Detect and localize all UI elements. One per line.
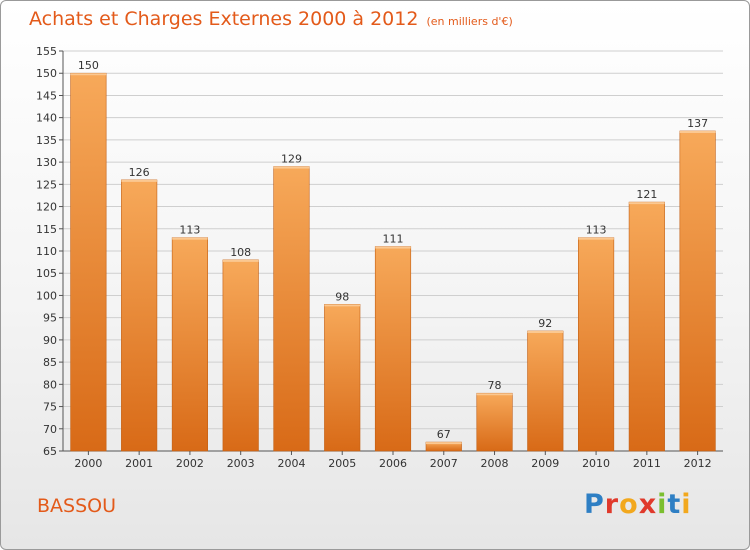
bar <box>476 392 513 452</box>
x-tick-label: 2010 <box>582 457 610 470</box>
bar-top-highlight <box>121 179 157 182</box>
x-tick-label: 2002 <box>176 457 204 470</box>
logo-letter: x <box>638 489 658 520</box>
y-tick-label: 140 <box>36 112 57 125</box>
x-tick-label: 2006 <box>379 457 407 470</box>
y-tick-label: 80 <box>43 378 57 391</box>
data-label: 78 <box>488 379 502 392</box>
bar-top-highlight <box>578 237 614 240</box>
data-label: 113 <box>179 224 200 237</box>
chart-subtitle: (en milliers d'€) <box>426 15 513 28</box>
x-tick-label: 2004 <box>277 457 305 470</box>
data-label: 67 <box>437 428 451 441</box>
y-tick-label: 95 <box>43 312 57 325</box>
bar <box>222 259 259 452</box>
y-tick-label: 85 <box>43 356 57 369</box>
data-label: 98 <box>335 290 349 303</box>
x-tick-label: 2012 <box>684 457 712 470</box>
logo-letter: P <box>584 489 605 520</box>
y-tick-label: 70 <box>43 423 57 436</box>
bar-top-highlight <box>172 237 208 240</box>
data-label: 92 <box>538 317 552 330</box>
bar <box>578 237 615 452</box>
bar <box>628 201 665 452</box>
y-tick-label: 75 <box>43 401 57 414</box>
chart-title-block: Achats et Charges Externes 2000 à 2012 (e… <box>29 8 513 30</box>
bar-top-highlight <box>324 304 360 307</box>
x-tick-label: 2011 <box>633 457 661 470</box>
data-labels: 150 126 113 108 129 98 111 67 78 92 113 121 137 <box>78 59 708 441</box>
proxiti-logo: Proxiti <box>584 489 692 520</box>
data-label: 126 <box>129 166 150 179</box>
y-tick-label: 90 <box>43 334 57 347</box>
y-tick-label: 125 <box>36 178 57 191</box>
y-tick-label: 155 <box>36 45 57 58</box>
bar <box>171 237 208 452</box>
bar-top-highlight <box>527 331 564 333</box>
y-tick-label: 65 <box>43 445 57 458</box>
bar <box>70 72 107 452</box>
bar-top-highlight <box>70 73 107 76</box>
bar <box>527 330 564 452</box>
data-label: 108 <box>230 246 251 259</box>
bar <box>679 130 716 452</box>
x-tick-label: 2005 <box>328 457 356 470</box>
bar-top-highlight <box>679 131 716 133</box>
bar-top-highlight <box>629 202 665 205</box>
bar-top-highlight <box>273 166 310 169</box>
y-tick-label: 130 <box>36 156 57 169</box>
x-tick-label: 2003 <box>227 457 255 470</box>
bar-top-highlight <box>375 246 411 249</box>
y-tick-label: 135 <box>36 134 57 147</box>
bar <box>374 246 412 452</box>
bar-top-highlight <box>426 442 462 445</box>
x-tick-label: 2000 <box>74 457 102 470</box>
y-tick-label: 115 <box>36 223 57 236</box>
place-name: BASSOU <box>37 495 117 517</box>
y-tick-label: 100 <box>36 289 57 302</box>
y-tick-labels: 65 70 75 80 85 90 95 100 105 110 115 120 125 130 135 14… <box>36 45 57 458</box>
y-tick-label: 120 <box>36 201 57 214</box>
bars <box>70 72 716 452</box>
logo-letter: i <box>657 489 668 520</box>
bar <box>324 304 361 452</box>
data-label: 137 <box>687 117 708 130</box>
data-label: 129 <box>281 153 302 166</box>
x-tick-label: 2009 <box>531 457 559 470</box>
bar-top-highlight <box>222 259 259 262</box>
logo-letter: r <box>604 489 620 520</box>
y-tick-label: 145 <box>36 89 57 102</box>
bar <box>273 166 310 452</box>
logo-letter: t <box>667 489 682 520</box>
data-label: 113 <box>586 224 607 237</box>
y-tick-label: 105 <box>36 267 57 280</box>
data-label: 150 <box>78 59 99 72</box>
x-tick-label: 2008 <box>481 457 509 470</box>
y-tick-label: 110 <box>36 245 57 258</box>
chart-title: Achats et Charges Externes 2000 à 2012 <box>29 8 419 30</box>
x-tick-labels: 2000 2001 2002 2003 2004 2005 2006 2007 2008 2009… <box>74 451 712 470</box>
data-label: 121 <box>636 188 657 201</box>
x-tick-label: 2007 <box>430 457 458 470</box>
logo-letter: i <box>681 489 692 520</box>
logo-letter: o <box>619 489 639 520</box>
bar-top-highlight <box>476 393 513 396</box>
y-tick-label: 150 <box>36 67 57 80</box>
x-tick-label: 2001 <box>125 457 153 470</box>
bar <box>121 179 158 452</box>
data-label: 111 <box>383 233 404 246</box>
